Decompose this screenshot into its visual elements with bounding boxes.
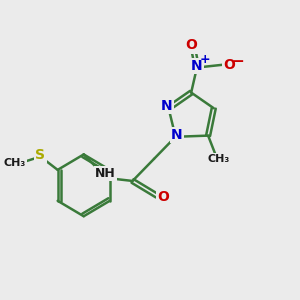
Text: N: N xyxy=(191,59,203,73)
Text: −: − xyxy=(232,54,244,69)
Text: O: O xyxy=(157,190,169,204)
Text: N: N xyxy=(161,99,172,113)
Text: N: N xyxy=(171,128,183,142)
Text: S: S xyxy=(35,148,46,162)
Text: O: O xyxy=(224,58,235,72)
Text: NH: NH xyxy=(95,167,116,180)
Text: O: O xyxy=(185,38,197,52)
Text: +: + xyxy=(200,53,210,66)
Text: CH₃: CH₃ xyxy=(207,154,229,164)
Text: CH₃: CH₃ xyxy=(4,158,26,167)
